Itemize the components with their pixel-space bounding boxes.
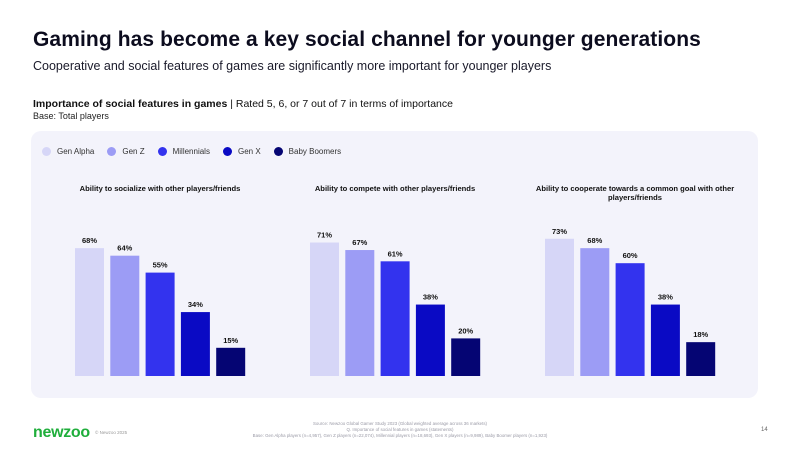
- bar-millennials: [615, 263, 645, 376]
- bar-baby-boomers: [451, 338, 481, 376]
- legend-swatch: [273, 147, 283, 156]
- bar-gen-z: [580, 248, 610, 376]
- bar-gen-x: [415, 304, 445, 376]
- data-label: 60%: [623, 251, 638, 260]
- legend-label: Baby Boomers: [288, 147, 342, 156]
- bar-gen-alpha: [545, 238, 574, 376]
- section-title: Importance of social features in games: [33, 98, 228, 110]
- chart-legend: Gen Alpha Gen Z Millennials Gen X Baby B…: [42, 147, 354, 156]
- bar-gen-alpha: [310, 242, 339, 376]
- data-label: 15%: [223, 336, 238, 345]
- legend-swatch: [222, 147, 232, 156]
- legend-label: Millennials: [172, 147, 210, 156]
- bar-gen-z: [345, 250, 375, 376]
- bar-baby-boomers: [216, 347, 246, 376]
- source-line: Q. Importance of social features in game…: [346, 427, 454, 432]
- data-label: 38%: [658, 293, 673, 302]
- page-title: Gaming has become a key social channel f…: [33, 28, 701, 51]
- legend-item-gen-x: Gen X: [222, 147, 261, 156]
- data-label: 38%: [423, 293, 438, 302]
- bar-gen-z: [110, 255, 140, 376]
- data-label: 34%: [188, 300, 203, 309]
- chart-title-cooperate: Ability to cooperate towards a common go…: [535, 184, 735, 202]
- data-label: 20%: [458, 326, 473, 335]
- data-label: 68%: [82, 236, 97, 245]
- chart-title-socialize: Ability to socialize with other players/…: [79, 184, 241, 193]
- data-label: 73%: [552, 227, 567, 236]
- page-subtitle: Cooperative and social features of games…: [33, 59, 552, 73]
- data-label: 67%: [352, 238, 367, 247]
- source-line: Source: Newzoo Global Gamer Study 2023 (…: [312, 421, 487, 426]
- bar-baby-boomers: [686, 342, 716, 376]
- legend-swatch: [107, 147, 117, 156]
- section-heading: Importance of social features in games |…: [33, 98, 453, 110]
- data-label: 55%: [153, 261, 168, 270]
- data-label: 18%: [693, 330, 708, 339]
- page-number: 14: [761, 427, 768, 433]
- data-label: 61%: [388, 249, 403, 258]
- section-detail: | Rated 5, 6, or 7 out of 7 in terms of …: [227, 98, 453, 110]
- bar-millennials: [145, 272, 175, 376]
- bar-gen-x: [180, 312, 210, 376]
- legend-swatch: [42, 147, 51, 156]
- chart-title-compete: Ability to compete with other players/fr…: [314, 184, 476, 193]
- bar-gen-x: [650, 304, 680, 376]
- bar-gen-alpha: [75, 248, 104, 376]
- legend-item-gen-alpha: Gen Alpha: [42, 147, 94, 156]
- copyright-text: © Newzoo 2025: [95, 430, 128, 435]
- newzoo-logo: newzoo: [33, 424, 90, 441]
- data-label: 71%: [317, 231, 332, 240]
- source-note: Source: Newzoo Global Gamer Study 2023 (…: [205, 421, 595, 439]
- source-line: Base: Gen Alpha players (n=4,957), Gen Z…: [252, 433, 548, 438]
- legend-item-millennials: Millennials: [157, 147, 210, 156]
- legend-swatch: [157, 147, 167, 156]
- data-label: 64%: [117, 244, 132, 253]
- legend-label: Gen X: [237, 147, 261, 156]
- legend-label: Gen Z: [122, 147, 145, 156]
- base-note: Base: Total players: [33, 111, 109, 121]
- legend-item-baby-boomers: Baby Boomers: [273, 147, 342, 156]
- bar-millennials: [380, 261, 410, 376]
- data-label: 68%: [587, 236, 602, 245]
- legend-item-gen-z: Gen Z: [107, 147, 145, 156]
- legend-label: Gen Alpha: [57, 147, 95, 156]
